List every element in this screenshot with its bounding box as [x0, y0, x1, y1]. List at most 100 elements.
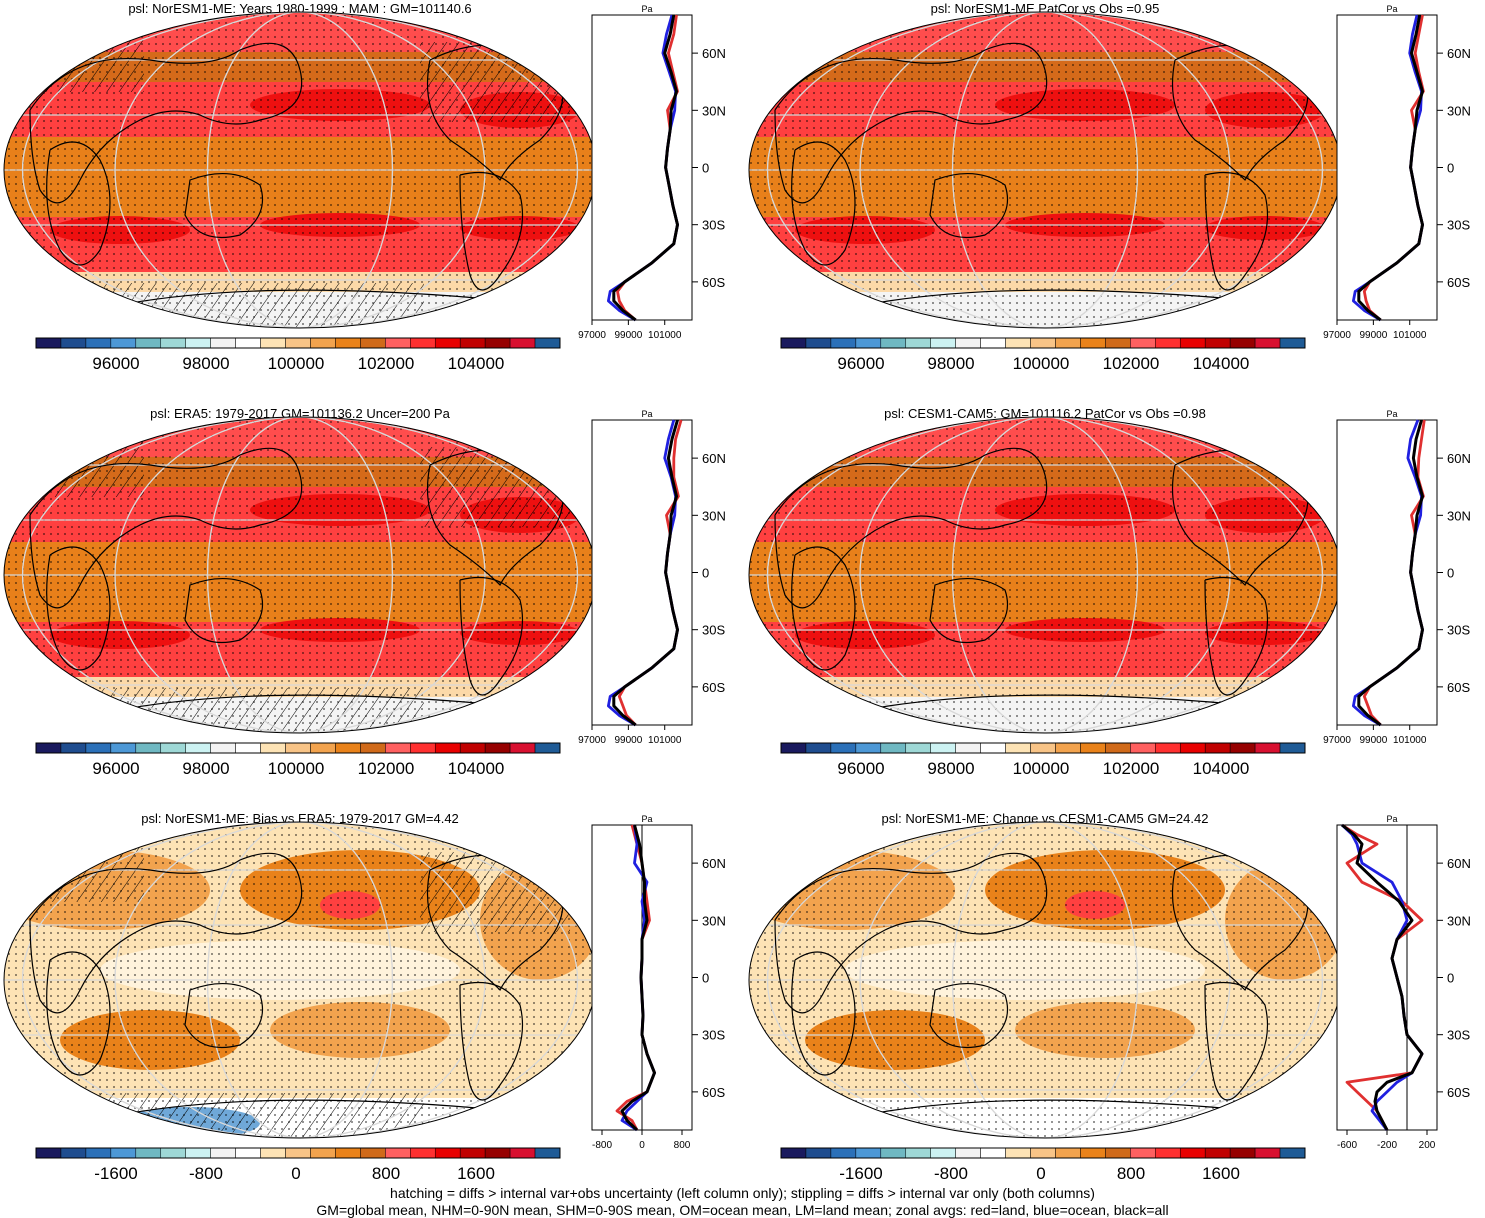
colorbar-swatch [509, 1147, 536, 1159]
colorbar-swatch [980, 1147, 1006, 1159]
continent-africa [46, 546, 111, 671]
zonal-y-tick-label: 60N [702, 46, 726, 61]
colorbar-swatch [1155, 1147, 1181, 1159]
colorbar-swatch [185, 337, 211, 349]
zonal-y-tick-label: 30N [1447, 103, 1471, 118]
colorbar-tick-label: 98000 [927, 759, 974, 778]
continent-africa [46, 951, 111, 1076]
zonal-frame [1336, 824, 1438, 1131]
zonal-y-tick-label: 30S [1447, 1028, 1470, 1043]
colorbar-tick-label: 100000 [1013, 759, 1070, 778]
colorbar-swatch [930, 742, 956, 754]
zonal-series-all [1357, 419, 1424, 727]
zonal-x-tick-label: -200 [1377, 1140, 1397, 1151]
colorbar-swatch [1105, 1147, 1131, 1159]
longitude-line [206, 417, 394, 733]
colorbar-tick-label: -800 [934, 1164, 968, 1183]
colorbar-tick-label: 96000 [837, 354, 884, 373]
colorbar-swatch [85, 337, 112, 349]
colorbar-swatch [905, 742, 931, 754]
colorbar-swatch [1204, 742, 1231, 754]
panel-4: psl: CESM1-CAM5: GM=101116.2 PatCor vs O… [748, 406, 1471, 778]
hatching [4, 437, 144, 497]
panel-2: psl: NorESM1-ME PatCor vs Obs =0.95 96000… [748, 1, 1471, 373]
panel-title: psl: ERA5: 1979-2017 GM=101136.2 Uncer=2… [150, 406, 450, 421]
colorbar-swatch [805, 337, 832, 349]
panel-3: psl: ERA5: 1979-2017 GM=101136.2 Uncer=2… [3, 406, 726, 778]
colorbar-swatch [855, 337, 882, 349]
zonal-x-tick-label: 101000 [1393, 735, 1427, 746]
zonal-x-tick-label: 101000 [1393, 330, 1427, 341]
zonal-frame [1336, 14, 1438, 321]
colorbar-swatch [534, 337, 561, 349]
continent-africa [791, 141, 856, 266]
colorbar-swatch [1055, 1147, 1081, 1159]
colorbar-tick-label: 102000 [358, 354, 415, 373]
colorbar-swatch [335, 337, 361, 349]
zonal-y-tick-label: 30N [702, 913, 726, 928]
colorbar-tick-label: 100000 [268, 354, 325, 373]
colorbar-swatch [210, 337, 236, 349]
colorbar-swatch [110, 1147, 137, 1159]
zonal-y-tick-label: 30S [702, 623, 725, 638]
colorbar-swatch [780, 742, 807, 754]
colorbar-swatch [310, 742, 336, 754]
colorbar-swatch [60, 742, 87, 754]
colorbar-swatch [85, 1147, 112, 1159]
colorbar-tick-label: 100000 [268, 759, 325, 778]
zonal-x-tick-label: 99000 [1359, 735, 1387, 746]
colorbar-swatch [210, 742, 236, 754]
colorbar-swatch [1130, 337, 1156, 349]
colorbar-swatch [235, 742, 261, 754]
longitude-line [114, 12, 486, 328]
colorbar-swatch [1005, 742, 1031, 754]
zonal-frame [1336, 419, 1438, 726]
colorbar-swatch [980, 337, 1006, 349]
colorbar-swatch [210, 1147, 236, 1159]
colorbar-swatch [135, 1147, 162, 1159]
longitude-line [21, 822, 579, 1138]
colorbar-swatch [410, 1147, 436, 1159]
zonal-y-tick-label: 60N [1447, 451, 1471, 466]
colorbar-swatch [855, 1147, 882, 1159]
colorbar-swatch [110, 337, 137, 349]
colorbar-swatch [955, 337, 981, 349]
hatching [4, 842, 144, 902]
longitude-line [859, 822, 1231, 1138]
colorbar-tick-label: 104000 [1193, 759, 1250, 778]
zonal-axis-label: Pa [1386, 409, 1397, 419]
zonal-y-tick-label: 30S [702, 1028, 725, 1043]
zonal-y-tick-label: 30N [702, 103, 726, 118]
longitude-line [951, 417, 1139, 733]
colorbar-tick-label: 96000 [92, 759, 139, 778]
colorbar-swatch [805, 1147, 832, 1159]
colorbar-swatch [360, 742, 386, 754]
colorbar-swatch [135, 337, 162, 349]
colorbar-frame [780, 742, 1306, 754]
colorbar-swatch [980, 742, 1006, 754]
continent-australia [929, 982, 1009, 1049]
zonal-y-tick-label: 60S [1447, 680, 1470, 695]
zonal-axis-label: Pa [1386, 814, 1397, 824]
longitude-line [859, 417, 1231, 733]
colorbar-swatch [855, 742, 882, 754]
continent-eurasia [774, 42, 1048, 204]
colorbar-frame [780, 337, 1306, 349]
zonal-x-tick-label: 99000 [614, 735, 642, 746]
colorbar-swatch [1204, 1147, 1231, 1159]
zonal-series-all [612, 419, 679, 727]
longitude-line [859, 12, 1231, 328]
colorbar-swatch [185, 742, 211, 754]
zonal-y-tick-label: 60S [1447, 275, 1470, 290]
colorbar-swatch [1005, 337, 1031, 349]
zonal-series-all [1341, 823, 1424, 1131]
colorbar-tick-label: 1600 [1202, 1164, 1240, 1183]
zonal-x-tick-label: -800 [592, 1140, 612, 1151]
colorbar-swatch [35, 1147, 62, 1159]
colorbar-tick-label: 102000 [358, 759, 415, 778]
colorbar-tick-label: 0 [1036, 1164, 1045, 1183]
colorbar-swatch [880, 337, 907, 349]
zonal-x-tick-label: 800 [674, 1140, 691, 1151]
continent-africa [791, 546, 856, 671]
